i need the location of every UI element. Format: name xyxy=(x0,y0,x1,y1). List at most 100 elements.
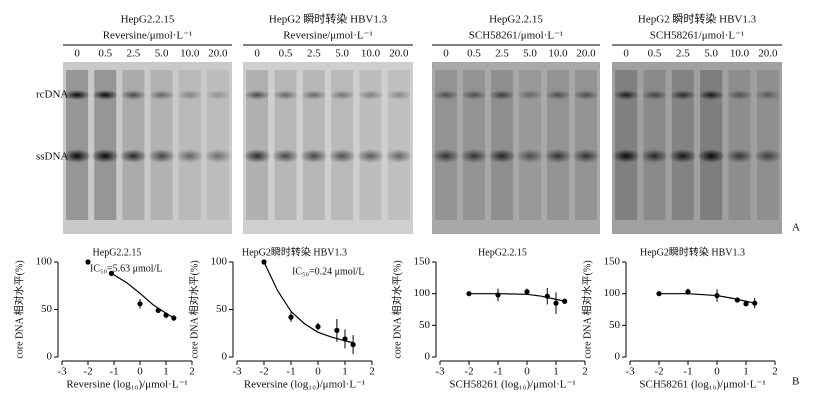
point xyxy=(85,259,91,265)
fit-curve xyxy=(111,272,175,319)
y-tick-label: 0 xyxy=(222,351,228,363)
y-tick-label: 150 xyxy=(414,256,431,268)
point xyxy=(288,314,294,320)
smear xyxy=(331,70,354,220)
lane-label: 5.0 xyxy=(523,48,537,60)
x-axis-label: SCH58261 (log₁₀)/μmol·L⁻¹ xyxy=(639,379,765,391)
smear xyxy=(547,70,569,220)
point xyxy=(714,292,720,299)
y-tick-label: 150 xyxy=(604,256,621,268)
band xyxy=(613,90,640,100)
band xyxy=(489,90,515,100)
smear xyxy=(387,70,410,220)
lane-label: 0 xyxy=(623,48,629,60)
lane-label: 0 xyxy=(443,48,449,60)
y-axis-label: core DNA 相对水平(%) xyxy=(580,260,593,358)
band xyxy=(119,149,148,163)
smear xyxy=(122,70,145,220)
x-tick-label: 0 xyxy=(137,366,143,378)
point xyxy=(743,301,749,307)
x-tick-label: 1 xyxy=(553,366,559,378)
fit-curve xyxy=(659,293,755,304)
point xyxy=(342,336,348,342)
y-tick-label: 50 xyxy=(216,303,228,315)
x-tick-label: -1 xyxy=(286,366,295,378)
band xyxy=(63,149,92,163)
x-axis-label: Reversine (log₁₀)/μmol·L⁻¹ xyxy=(244,379,365,391)
band-label: ssDNA xyxy=(36,151,68,163)
blot-subtitle: SCH58261/μmol·L⁻¹ xyxy=(469,30,563,42)
lane-label: 10.0 xyxy=(548,48,568,60)
x-tick-label: -2 xyxy=(83,366,92,378)
blot-image xyxy=(612,62,782,234)
x-tick-label: 0 xyxy=(315,366,321,378)
smear xyxy=(178,70,201,220)
x-tick-label: 2 xyxy=(369,366,375,378)
smear xyxy=(66,70,89,220)
point xyxy=(466,291,472,297)
smear xyxy=(615,70,638,220)
y-tick-label: 0 xyxy=(425,351,431,363)
band xyxy=(120,90,147,100)
band xyxy=(356,149,385,163)
lane-label: 20.0 xyxy=(389,48,409,60)
lane-label: 0.5 xyxy=(467,48,481,60)
point xyxy=(553,300,559,306)
lane-label: 10.0 xyxy=(730,48,750,60)
lane-label: 0.5 xyxy=(98,48,112,60)
smear xyxy=(491,70,513,220)
y-axis-label: core DNA 相对水平(%) xyxy=(187,260,200,358)
lane-label: 2.5 xyxy=(127,48,141,60)
chart-title: HepG2.2.15 xyxy=(478,247,527,258)
chart-title: HepG2瞬时转染 HBV1.3 xyxy=(640,245,745,258)
lane-label: 20.0 xyxy=(758,48,778,60)
band xyxy=(754,90,781,100)
y-tick-label: 100 xyxy=(36,256,53,268)
band xyxy=(204,90,231,100)
lane-label: 0.5 xyxy=(279,48,293,60)
y-tick-label: 100 xyxy=(211,256,228,268)
lane-label: 0 xyxy=(254,48,260,60)
band xyxy=(328,149,357,163)
band xyxy=(244,90,271,100)
x-tick-label: 2 xyxy=(189,366,195,378)
y-tick-label: 0 xyxy=(615,351,621,363)
point xyxy=(315,324,321,330)
band xyxy=(357,90,384,100)
point xyxy=(334,327,340,333)
band xyxy=(726,90,753,100)
chart-title: HepG2.2.15 xyxy=(93,247,142,258)
lane-label: 20.0 xyxy=(208,48,228,60)
band xyxy=(300,90,327,100)
band xyxy=(461,90,487,100)
band xyxy=(92,90,119,100)
annotation: IC₅₀=0.24 μmol/L xyxy=(292,266,364,277)
x-tick-label: 2 xyxy=(582,366,588,378)
y-tick-label: 50 xyxy=(41,303,53,315)
smear xyxy=(274,70,297,220)
smear xyxy=(359,70,382,220)
point xyxy=(155,307,161,314)
band xyxy=(299,149,328,163)
smear xyxy=(94,70,117,220)
blot-subtitle: SCH58261/μmol·L⁻¹ xyxy=(650,30,744,42)
band xyxy=(516,149,544,163)
x-tick-label: -2 xyxy=(464,366,473,378)
smear xyxy=(643,70,666,220)
blot-panels xyxy=(63,62,782,234)
point xyxy=(171,315,177,321)
blot-image xyxy=(243,62,413,234)
lane-label: 0 xyxy=(74,48,80,60)
band xyxy=(433,90,459,100)
point xyxy=(524,289,530,295)
smear xyxy=(206,70,229,220)
band-label: rcDNA xyxy=(36,89,68,101)
band xyxy=(460,149,488,163)
x-tick-label: -1 xyxy=(109,366,118,378)
band xyxy=(640,149,669,163)
y-axis-label: core DNA 相对水平(%) xyxy=(12,260,25,358)
point xyxy=(163,312,169,318)
x-tick-label: -3 xyxy=(435,366,445,378)
point xyxy=(685,289,691,295)
